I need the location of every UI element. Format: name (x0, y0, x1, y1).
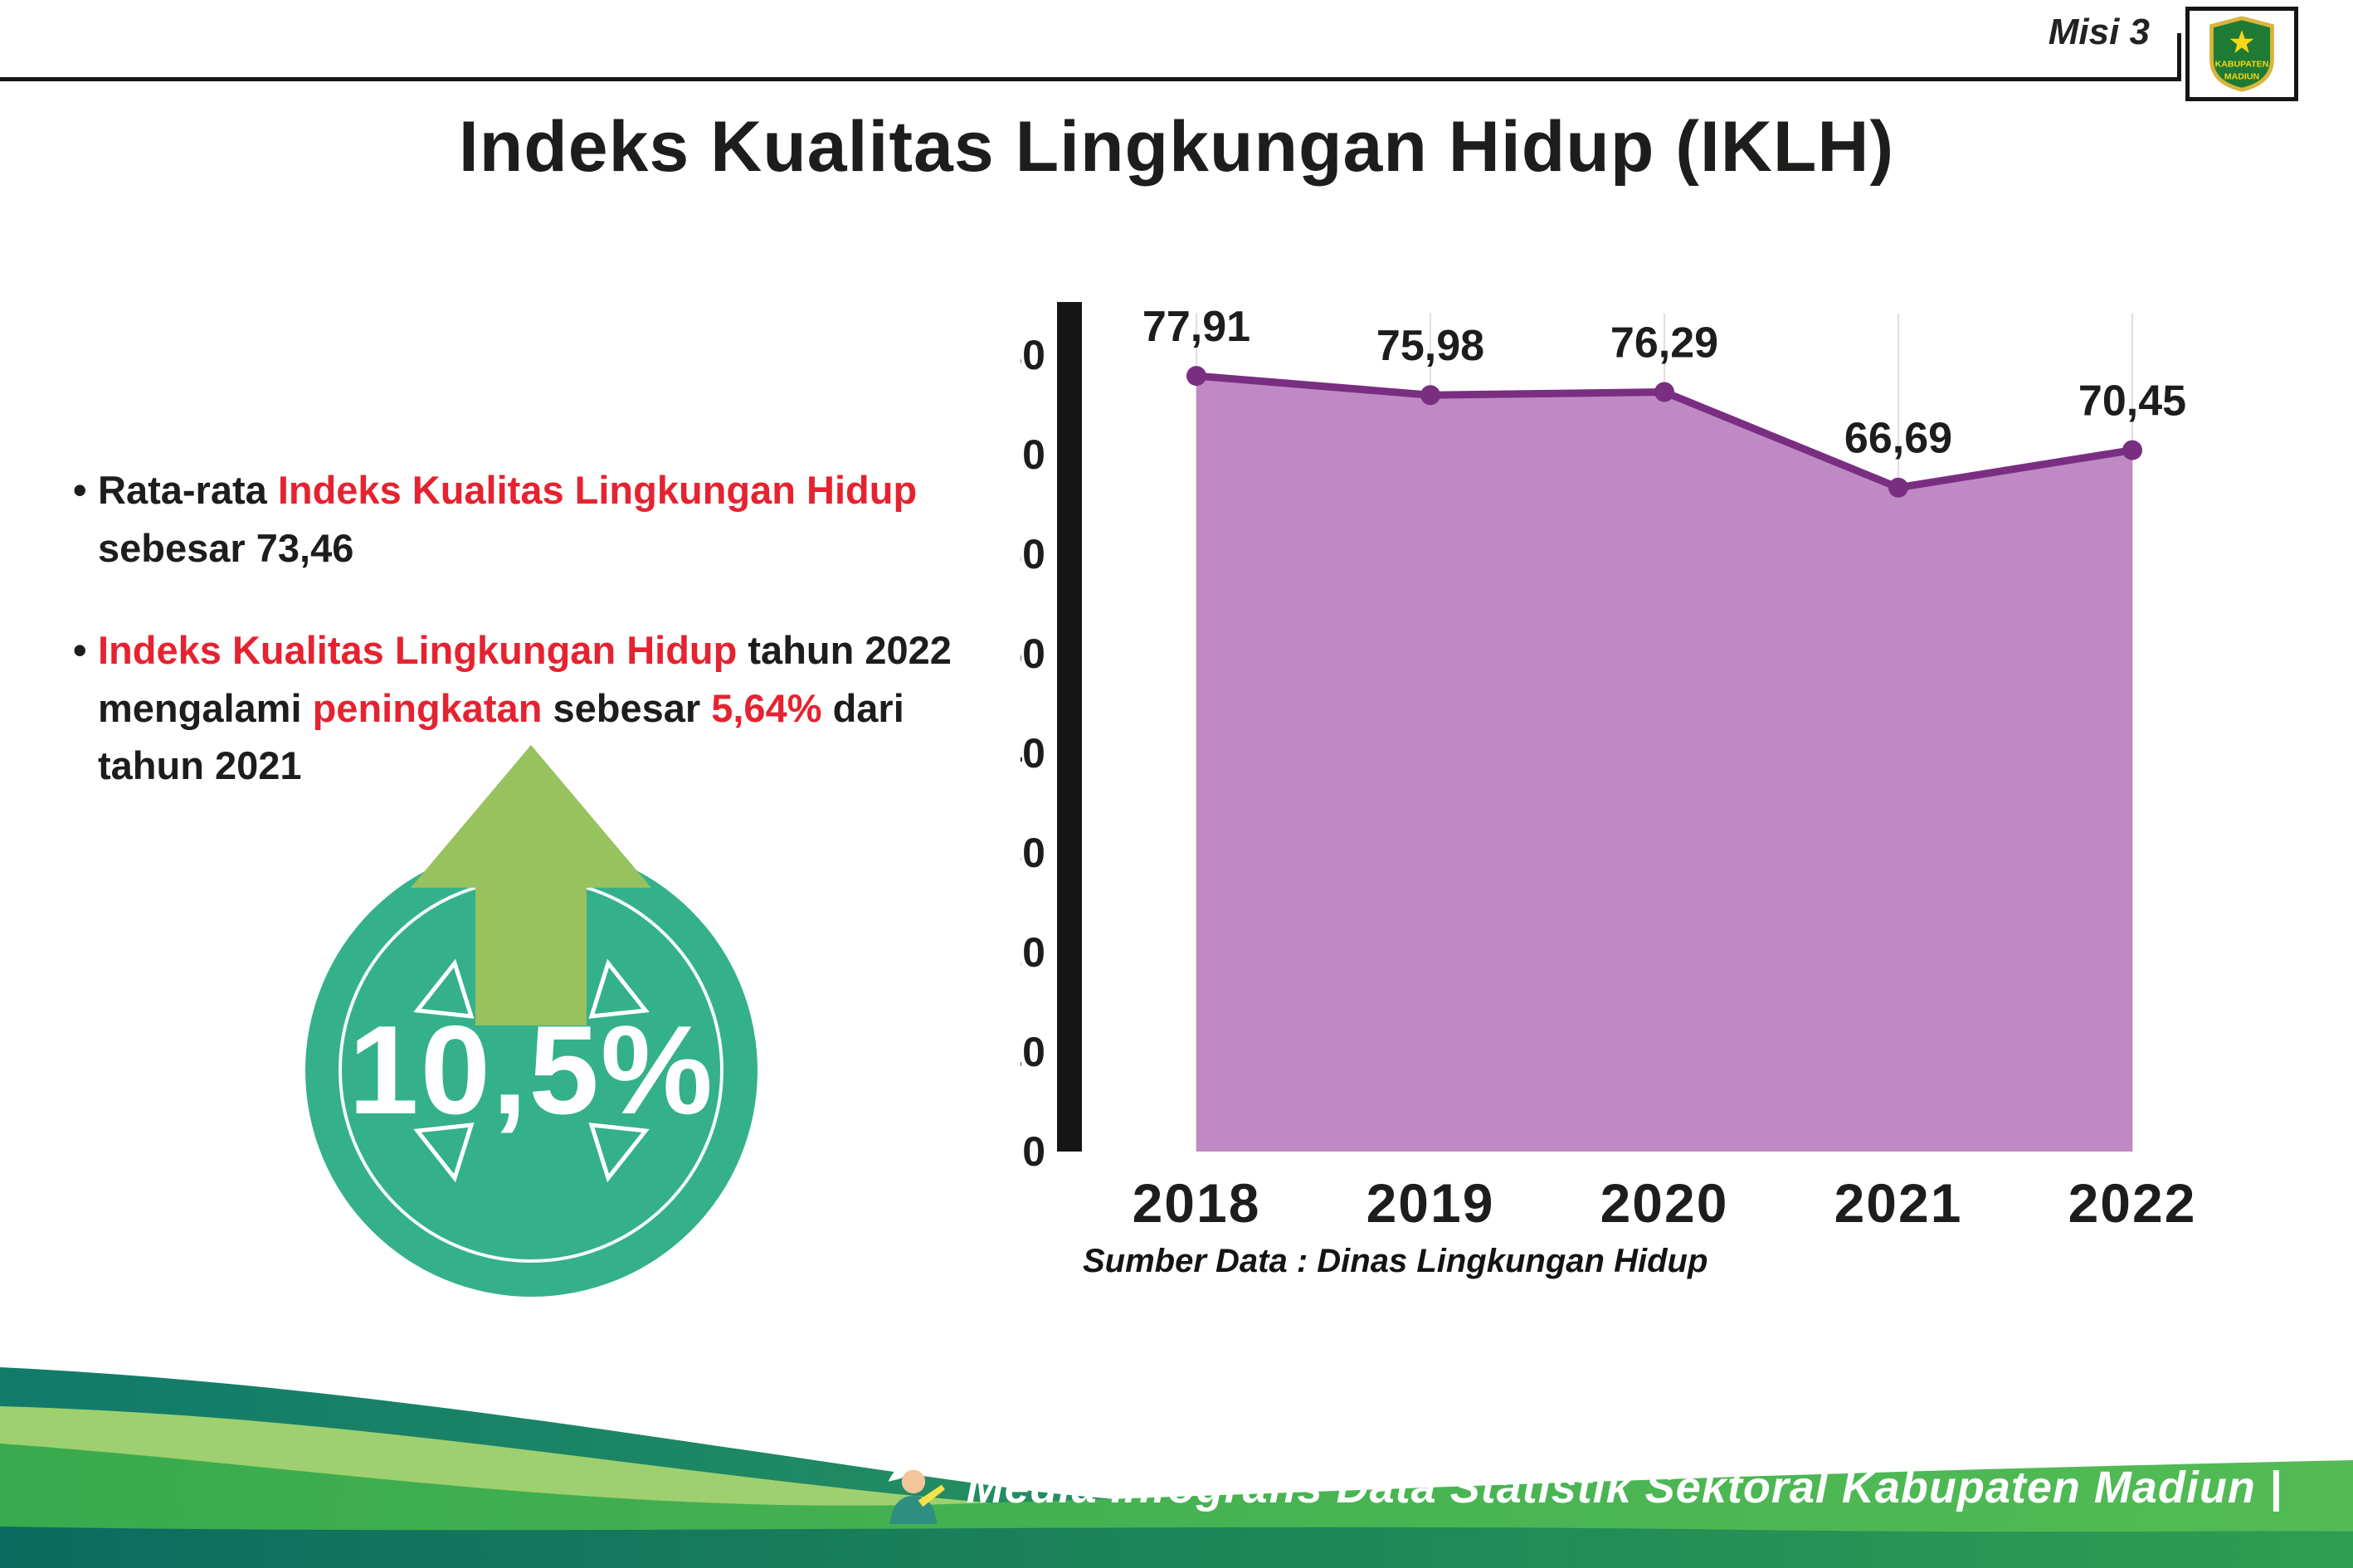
chart-source-note: Sumber Data : Dinas Lingkungan Hidup (1083, 1243, 1708, 1279)
data-point (1888, 477, 1908, 498)
percentage-badge: 10,5% (305, 845, 758, 1297)
data-point (1654, 382, 1674, 402)
header-rule (0, 77, 2180, 81)
header-rule-corner (2177, 33, 2181, 81)
y-axis-bar (1057, 302, 1082, 1152)
bullet-text-segment: Indeks Kualitas Lingkungan Hidup (98, 628, 738, 673)
badge-triangle-sw-icon (413, 1122, 475, 1183)
iklh-area-chart: 77,91 75,98 76,29 66,69 70,45 0 10 20 30 40 50 60 70… (999, 280, 2273, 1259)
data-point (1186, 366, 1206, 387)
mascot-head (901, 1469, 925, 1494)
footer-credit-text: Media Infografis Data Statistik Sektoral… (966, 1463, 2282, 1512)
bullet-text-segment: dari tahun 2021 (98, 685, 904, 788)
chart-canvas: 77,91 75,98 76,29 66,69 70,45 0 10 20 30 40 50 60 70… (999, 302, 2197, 1234)
bullet-text-segment: Rata-rata (98, 468, 278, 512)
crest-text-bottom: MADIUN (2224, 72, 2259, 82)
x-tick-label: 2020 (1600, 1172, 1729, 1234)
y-tick-label: 30 (1021, 830, 1045, 876)
badge-triangle-se-icon (588, 1122, 650, 1183)
crest-icon: KABUPATEN MADIUN (2209, 16, 2274, 92)
up-arrow-shape (411, 745, 651, 1025)
y-tick-label: 70 (1021, 431, 1045, 478)
value-label: 75,98 (1376, 322, 1484, 370)
mascot-pencil (918, 1484, 945, 1507)
badge-triangle-ne-icon (588, 958, 650, 1019)
bullet-average-iklh: Rata-rata Indeks Kualitas Lingkungan Hid… (73, 461, 965, 577)
y-tick-label: 10 (1021, 1029, 1045, 1075)
value-label: 66,69 (1844, 415, 1952, 463)
up-arrow-icon (411, 745, 651, 1025)
kabupaten-madiun-logo: KABUPATEN MADIUN (2185, 7, 2298, 101)
data-point (2122, 440, 2142, 460)
bullet-text-segment: Indeks Kualitas Lingkungan Hidup (277, 468, 918, 512)
bullet-text-segment: peningkatan (312, 685, 543, 730)
page-title: Indeks Kualitas Lingkungan Hidup (IKLH) (458, 107, 1895, 187)
badge-triangle-nw-icon (413, 958, 475, 1019)
value-label: 77,91 (1142, 303, 1250, 351)
bullet-text-segment: tahun 2022 mengalami (98, 628, 952, 730)
value-label: 76,29 (1610, 319, 1718, 368)
crest-star-icon (2229, 30, 2254, 54)
bullet-text-segment: 5,64% (711, 685, 822, 730)
value-label: 70,45 (2078, 377, 2186, 426)
footer-wave-graphic (0, 1367, 2353, 1568)
summary-bullets: Rata-rata Indeks Kualitas Lingkungan Hid… (73, 461, 965, 840)
x-tick-label: 2018 (1133, 1172, 1261, 1234)
data-point (1420, 385, 1440, 406)
footer-bottom-strip (0, 1527, 2353, 1568)
footer-credit: Media Infografis Data Statistik Sektoral… (877, 1450, 2282, 1525)
bullet-text-segment: sebesar 73,46 (98, 525, 354, 570)
y-tick-label: 60 (1021, 531, 1045, 577)
y-tick-label: 0 (1022, 1128, 1045, 1175)
y-tick-label: 80 (1021, 332, 1045, 378)
mascot-icon (888, 1458, 945, 1525)
crest-text-top: KABUPATEN (2215, 59, 2269, 69)
y-tick-label: 40 (1021, 730, 1045, 777)
crest-shield (2209, 16, 2274, 92)
bullet-text-segment: sebesar (542, 685, 712, 730)
x-tick-label: 2022 (2068, 1172, 2197, 1234)
misi-label: Misi 3 (2048, 12, 2150, 52)
x-tick-label: 2019 (1366, 1172, 1495, 1234)
y-tick-label: 20 (1021, 929, 1045, 976)
y-tick-label: 50 (1021, 631, 1045, 677)
area-fill (1196, 376, 2132, 1152)
x-tick-label: 2021 (1834, 1172, 1963, 1234)
bullet-increase-2022: Indeks Kualitas Lingkungan Hidup tahun 2… (73, 621, 965, 795)
